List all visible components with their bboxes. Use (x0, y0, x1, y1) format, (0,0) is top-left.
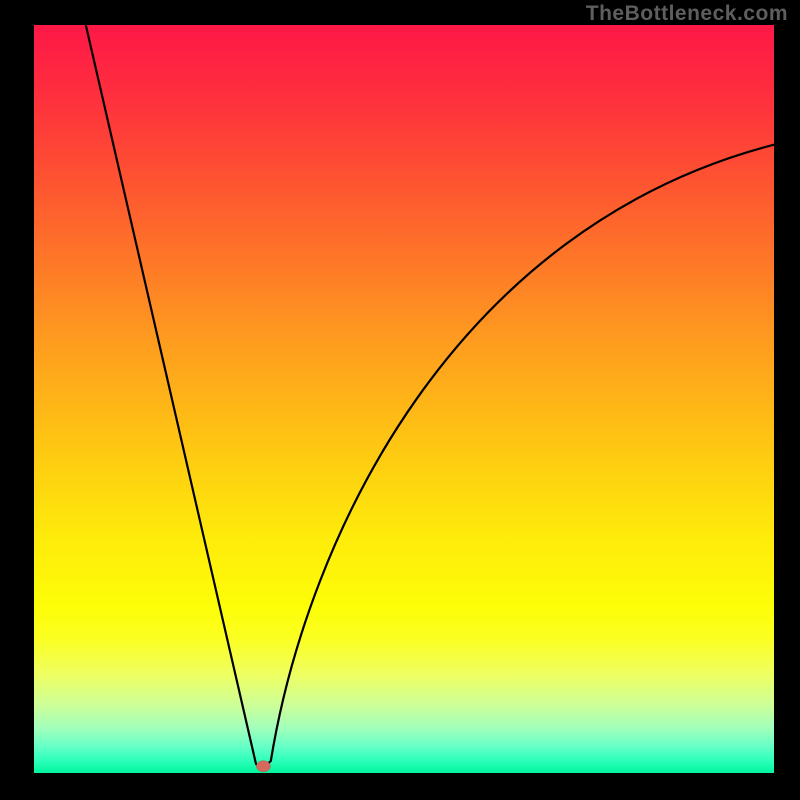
chart-stage: TheBottleneck.com (0, 0, 800, 800)
chart-svg (0, 0, 800, 800)
minimum-marker (256, 761, 270, 772)
watermark-text: TheBottleneck.com (586, 2, 788, 26)
plot-background (34, 25, 774, 773)
